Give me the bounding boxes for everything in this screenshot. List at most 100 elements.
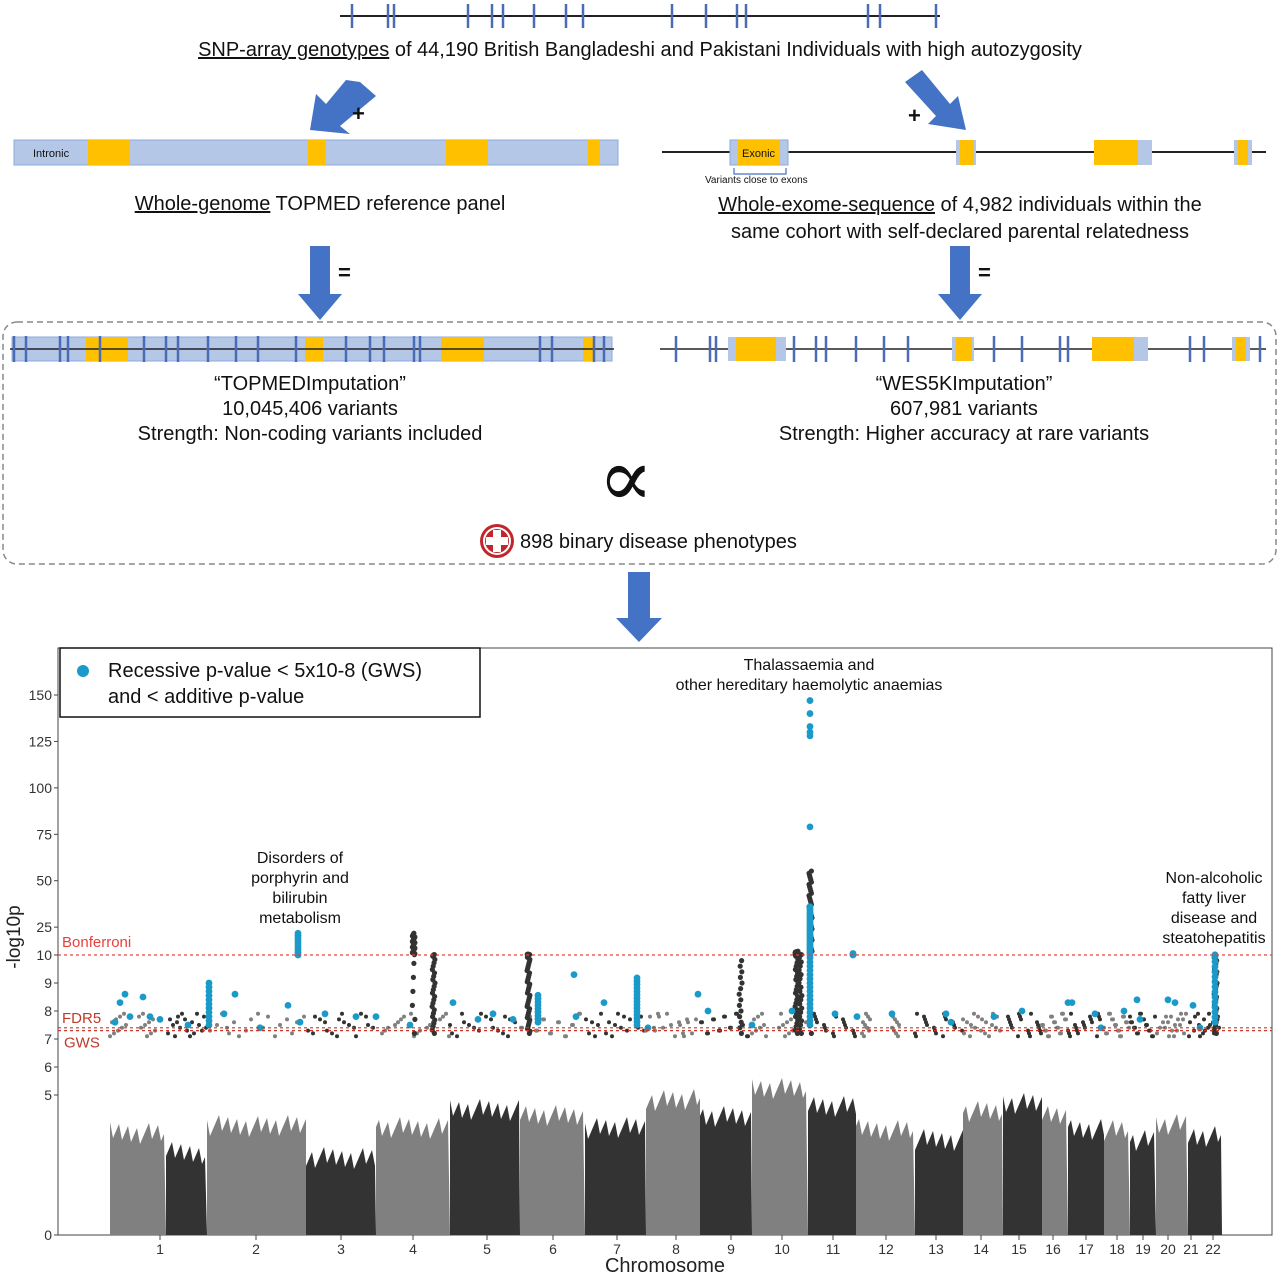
- variant-point: [489, 1017, 493, 1022]
- variant-point: [323, 1020, 327, 1025]
- variant-point: [941, 1034, 945, 1039]
- wes-imputation-track: [660, 336, 1266, 362]
- chromosome-11-points: [752, 1078, 808, 1235]
- variant-point: [1176, 1017, 1180, 1022]
- recessive-hit-point: [1211, 993, 1219, 1001]
- variant-point: [438, 1017, 442, 1022]
- variant-point: [1016, 1034, 1020, 1039]
- variant-point: [1208, 1023, 1212, 1027]
- variant-point: [961, 1017, 965, 1022]
- snp-array-track: [340, 4, 940, 28]
- recessive-hit-point: [831, 1010, 839, 1018]
- variant-point: [1139, 1011, 1143, 1016]
- variant-point: [1198, 1034, 1202, 1039]
- variant-point: [1044, 1028, 1048, 1033]
- peak-point: [797, 1014, 803, 1020]
- peak-point: [739, 969, 745, 975]
- wes-imputation-name: “WES5KImputation”: [875, 373, 1053, 395]
- recessive-hit-point: [406, 1021, 414, 1029]
- variant-point: [1130, 1020, 1134, 1025]
- peak-point: [525, 951, 531, 957]
- y-tick-label: 50: [36, 873, 52, 889]
- variant-point: [1061, 1011, 1065, 1016]
- x-tick-label: 9: [727, 1241, 735, 1257]
- variant-point: [549, 1031, 553, 1036]
- recessive-hit-point: [1211, 973, 1219, 981]
- variant-point: [656, 1011, 660, 1016]
- variant-point: [1193, 1014, 1197, 1019]
- variant-point: [673, 1034, 677, 1039]
- recessive-hit-point: [600, 999, 608, 1006]
- variant-point: [256, 1011, 260, 1016]
- variant-point: [342, 1020, 346, 1025]
- chromosome-10-points: [700, 1106, 752, 1235]
- peak-point: [737, 963, 743, 969]
- variant-point: [145, 1034, 149, 1039]
- peak-point: [798, 1030, 805, 1036]
- recessive-hit-point: [1211, 998, 1219, 1006]
- recessive-hit-point: [231, 990, 239, 998]
- variant-point: [313, 1014, 317, 1019]
- variant-point: [564, 1034, 568, 1039]
- variant-point: [183, 1017, 187, 1022]
- recessive-hit-point: [205, 979, 213, 987]
- variant-point: [147, 1020, 151, 1025]
- x-tick-label: 12: [878, 1241, 894, 1257]
- variant-point: [340, 1011, 344, 1016]
- wes-imputation-count: 607,981 variants: [890, 398, 1038, 420]
- chromosome-7-points: [520, 1105, 585, 1235]
- variant-point: [893, 1017, 897, 1022]
- annotation-line: steatohepatitis: [1162, 930, 1265, 947]
- variant-point: [863, 1023, 867, 1027]
- exonic-label: Exonic: [742, 148, 776, 160]
- variant-point: [192, 1031, 196, 1036]
- arrow-to-topmed-imputation: [298, 246, 342, 320]
- peak-point: [797, 963, 803, 969]
- variant-point: [764, 1034, 768, 1039]
- recessive-hit-point: [1018, 1007, 1026, 1015]
- legend-box: [59, 647, 481, 718]
- recessive-hit-point: [111, 1018, 119, 1026]
- y-tick-label: 150: [29, 687, 53, 703]
- variant-point: [1076, 1031, 1080, 1036]
- variant-point: [665, 1011, 669, 1016]
- recessive-hit-point: [1211, 958, 1219, 966]
- recessive-hit-point: [694, 990, 702, 998]
- peak-point: [796, 967, 802, 973]
- recessive-hit-point: [156, 1016, 164, 1023]
- variant-point: [168, 1017, 172, 1022]
- variant-point: [354, 1034, 358, 1039]
- x-axis-label: Chromosome: [605, 1255, 725, 1277]
- recessive-hit-point: [284, 1002, 292, 1009]
- plus-sign-left: +: [352, 101, 365, 126]
- variant-point: [969, 1023, 973, 1027]
- variant-point: [681, 1031, 685, 1036]
- wes-imputation-strength: Strength: Higher accuracy at rare varian…: [778, 423, 1150, 445]
- recessive-hit-point: [352, 1013, 360, 1020]
- variant-point: [347, 1023, 351, 1027]
- variant-point: [685, 1017, 689, 1022]
- variant-point: [393, 1023, 397, 1027]
- chromosome-21-points: [1156, 1114, 1188, 1235]
- variant-point: [118, 1014, 122, 1019]
- variant-point: [1128, 1014, 1132, 1019]
- variant-point: [894, 1031, 898, 1036]
- y-tick-label: 125: [29, 733, 53, 749]
- variant-point: [1166, 1020, 1170, 1025]
- annotation-line: bilirubin: [272, 890, 327, 907]
- variant-point: [983, 1031, 987, 1036]
- equals-sign-left: =: [338, 260, 351, 285]
- variant-point: [195, 1011, 199, 1016]
- variant-point: [965, 1020, 969, 1025]
- variant-point: [976, 1014, 980, 1019]
- x-axis: 1 2 3 4 5 6 7 8 9 10 11 12 13 14 15 16 17 18 19 20 21 22: [156, 1235, 1221, 1257]
- variant-point: [1047, 1034, 1051, 1039]
- whole-genome-term: Whole-genome: [134, 193, 271, 215]
- variant-point: [762, 1023, 766, 1027]
- wes-rest: of 4,982 individuals within the: [934, 194, 1202, 216]
- chromosome-5-points: [376, 1117, 450, 1235]
- y-tick-label: 9: [44, 975, 52, 991]
- variant-point: [1035, 1020, 1039, 1025]
- variant-point: [266, 1014, 270, 1019]
- threshold-label-gws: GWS: [64, 1035, 100, 1052]
